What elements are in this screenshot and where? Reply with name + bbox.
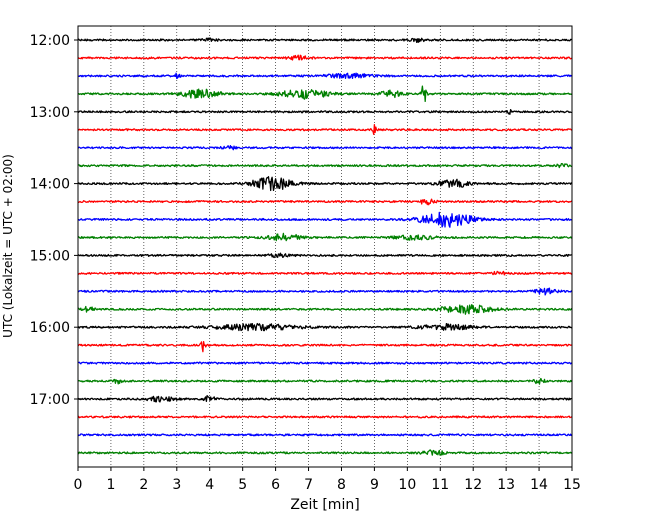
trace-1415 <box>77 198 573 206</box>
trace-1500 <box>77 252 572 259</box>
trace-1600 <box>77 322 573 332</box>
trace-1215 <box>77 54 573 61</box>
trace-1730 <box>77 433 573 437</box>
x-tick-label: 10 <box>398 477 416 493</box>
x-axis: 0 1 2 3 4 5 6 7 8 9 10 11 12 13 14 15 <box>74 467 581 493</box>
y-axis-title: UTC (Lokalzeit = UTC + 02:00) <box>1 154 15 338</box>
trace-1230 <box>77 72 573 80</box>
y-axis: 12:00 13:00 14:00 15:00 16:00 17:00 <box>30 33 78 408</box>
trace-1345 <box>77 162 573 169</box>
y-tick-label: 14:00 <box>30 177 70 193</box>
x-tick-label: 14 <box>530 477 548 493</box>
x-tick-label: 0 <box>74 477 83 493</box>
y-tick-label: 13:00 <box>30 105 70 121</box>
x-tick-label: 3 <box>172 477 181 493</box>
x-tick-label: 2 <box>139 477 148 493</box>
trace-1445 <box>77 232 573 242</box>
y-tick-label: 12:00 <box>30 33 70 49</box>
trace-1645 <box>77 377 573 385</box>
x-axis-title: Zeit [min] <box>290 497 359 513</box>
x-tick-label: 11 <box>431 477 449 493</box>
x-tick-label: 9 <box>370 477 379 493</box>
x-tick-label: 7 <box>304 477 313 493</box>
traces-group <box>77 37 573 456</box>
y-tick-label: 17:00 <box>30 392 70 408</box>
y-tick-label: 16:00 <box>30 320 70 336</box>
trace-1715 <box>77 415 573 419</box>
trace-1330 <box>77 144 573 151</box>
x-tick-label: 1 <box>106 477 115 493</box>
x-tick-label: 4 <box>205 477 214 493</box>
trace-1545 <box>77 303 573 315</box>
y-tick-label: 15:00 <box>30 248 70 264</box>
x-tick-label: 8 <box>337 477 346 493</box>
trace-1400 <box>77 176 573 192</box>
trace-1530 <box>77 287 573 296</box>
trace-1615 <box>77 340 573 353</box>
plot-frame <box>77 25 573 468</box>
trace-1315 <box>77 123 573 136</box>
trace-1245 <box>77 85 573 103</box>
trace-1430 <box>77 211 573 228</box>
x-tick-label: 5 <box>238 477 247 493</box>
x-tick-label: 13 <box>497 477 515 493</box>
x-tick-label: 15 <box>563 477 581 493</box>
trace-1200 <box>78 37 573 44</box>
trace-1630 <box>78 361 573 365</box>
x-tick-label: 12 <box>464 477 482 493</box>
trace-1700 <box>77 395 573 403</box>
trace-1515 <box>77 270 573 276</box>
trace-1745 <box>77 449 573 456</box>
trace-1300 <box>77 108 573 115</box>
x-tick-label: 6 <box>271 477 280 493</box>
